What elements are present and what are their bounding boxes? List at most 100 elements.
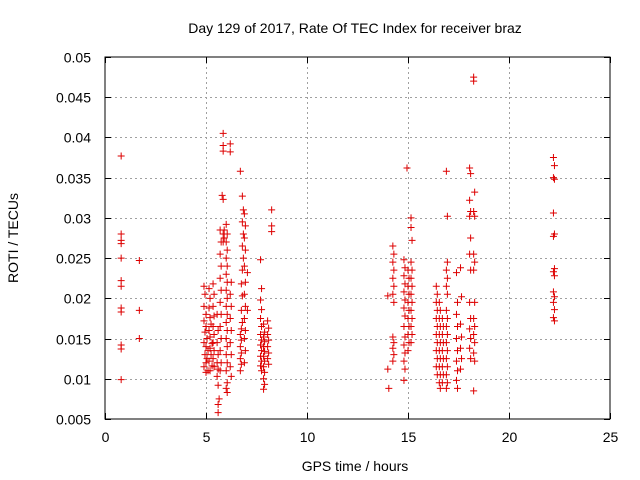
- data-point: [470, 266, 478, 274]
- data-point: [226, 314, 234, 322]
- data-point: [549, 154, 557, 162]
- data-point: [200, 363, 208, 371]
- data-point: [210, 312, 218, 320]
- data-point: [206, 294, 214, 302]
- data-point: [442, 371, 450, 379]
- data-point: [117, 376, 125, 384]
- data-point: [470, 349, 478, 357]
- data-point: [442, 306, 450, 314]
- data-point: [201, 351, 209, 359]
- data-point: [135, 257, 143, 265]
- data-point: [209, 322, 217, 330]
- plot-frame: [104, 56, 611, 420]
- y-tick-label: 0.01: [64, 372, 91, 388]
- data-point: [200, 339, 208, 347]
- data-point: [453, 384, 461, 392]
- data-point: [407, 214, 415, 222]
- data-point: [205, 304, 213, 312]
- data-point: [202, 322, 210, 330]
- data-point: [223, 230, 231, 238]
- data-point: [471, 357, 479, 365]
- data-point: [261, 347, 269, 355]
- data-point: [443, 212, 451, 220]
- data-point: [442, 384, 450, 392]
- data-point: [264, 355, 272, 363]
- data-point: [442, 282, 450, 290]
- data-point: [453, 367, 461, 375]
- data-point: [443, 290, 451, 298]
- data-point: [467, 234, 475, 242]
- data-point: [237, 280, 245, 288]
- data-point: [258, 306, 266, 314]
- data-point: [550, 175, 558, 183]
- data-point: [389, 242, 397, 250]
- data-point: [443, 274, 451, 282]
- data-point: [400, 376, 408, 384]
- y-tick-label: 0.045: [56, 90, 91, 106]
- data-point: [239, 206, 247, 214]
- y-tick-label: 0.025: [56, 251, 91, 267]
- data-point: [442, 322, 450, 330]
- data-point: [236, 355, 244, 363]
- data-point: [117, 230, 125, 238]
- data-point: [390, 266, 398, 274]
- data-point: [549, 268, 557, 276]
- data-point: [237, 349, 245, 357]
- data-point: [389, 258, 397, 266]
- data-point: [470, 331, 478, 339]
- data-point: [240, 335, 248, 343]
- data-point: [217, 262, 225, 270]
- data-point: [442, 339, 450, 347]
- data-point: [236, 367, 244, 375]
- data-point: [443, 258, 451, 266]
- data-point: [227, 278, 235, 286]
- data-point: [471, 212, 479, 220]
- data-point: [226, 140, 234, 148]
- data-point: [443, 379, 451, 387]
- data-point: [400, 272, 408, 280]
- data-point: [240, 359, 248, 367]
- data-point: [264, 343, 272, 351]
- data-point: [433, 290, 441, 298]
- data-point: [471, 188, 479, 196]
- data-point: [400, 288, 408, 296]
- data-point: [213, 372, 221, 380]
- data-point: [243, 306, 251, 314]
- data-point: [237, 336, 245, 344]
- data-point: [117, 308, 125, 316]
- data-point: [408, 282, 416, 290]
- data-point: [442, 355, 450, 363]
- data-point: [206, 344, 214, 352]
- data-point: [219, 195, 227, 203]
- data-point: [238, 318, 246, 326]
- data-point: [407, 339, 415, 347]
- data-point: [238, 192, 246, 200]
- data-point: [549, 288, 557, 296]
- data-point: [457, 264, 465, 272]
- data-point: [210, 363, 218, 371]
- data-point: [401, 365, 409, 373]
- data-point: [265, 360, 273, 368]
- data-point: [550, 317, 558, 325]
- data-point: [236, 331, 244, 339]
- data-point: [236, 167, 244, 175]
- data-point: [236, 343, 244, 351]
- x-tick-label: 20: [502, 429, 518, 445]
- data-point: [223, 294, 231, 302]
- data-point: [390, 282, 398, 290]
- data-point: [384, 292, 392, 300]
- data-point: [452, 376, 460, 384]
- data-point: [265, 336, 273, 344]
- data-point: [226, 363, 234, 371]
- data-point: [222, 254, 230, 262]
- data-point: [443, 331, 451, 339]
- data-point: [206, 333, 214, 341]
- x-axis-title: GPS time / hours: [302, 458, 409, 474]
- data-point: [258, 285, 266, 293]
- data-point: [549, 209, 557, 217]
- data-point: [223, 246, 231, 254]
- data-point: [458, 293, 466, 301]
- data-point: [452, 357, 460, 365]
- data-point: [261, 380, 269, 388]
